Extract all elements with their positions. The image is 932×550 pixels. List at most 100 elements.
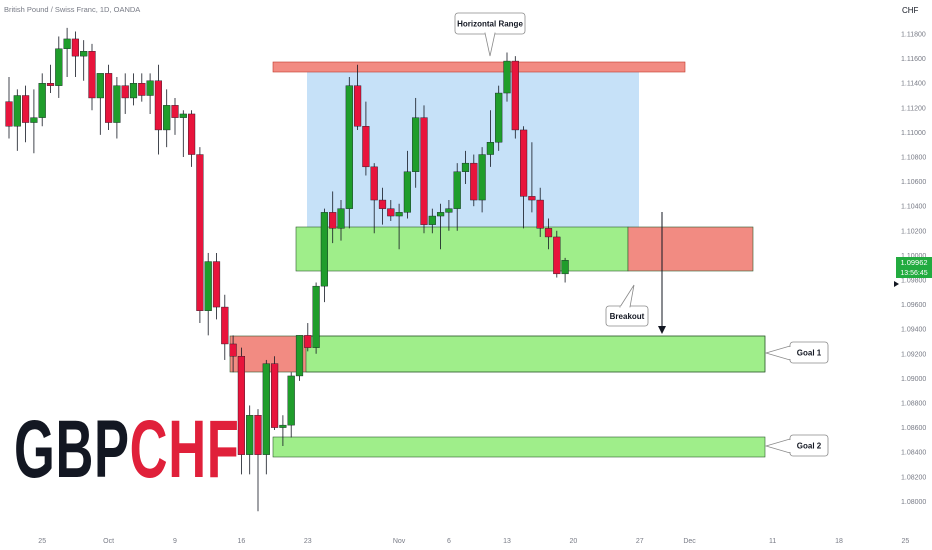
- candle-body: [486, 142, 495, 155]
- candle: [13, 89, 21, 151]
- price-tick-label: 1.11600: [901, 56, 926, 63]
- candle: [30, 89, 38, 154]
- time-tick-label: 9: [173, 538, 177, 545]
- goal1-callout[interactable]: Goal 1: [764, 341, 829, 364]
- candle-body: [71, 38, 80, 57]
- candle-body: [528, 196, 536, 201]
- candle-body: [345, 85, 353, 209]
- time-tick-label: 27: [636, 538, 644, 545]
- goal2-zone: [272, 436, 766, 458]
- candle-body: [129, 82, 138, 99]
- candle: [5, 77, 13, 139]
- candle-body: [237, 356, 246, 455]
- candle: [528, 142, 536, 213]
- brand-title-base: GBP: [14, 404, 130, 495]
- breakout-callout[interactable]: Breakout: [605, 284, 649, 327]
- price-axis[interactable]: 1.11800 1.11600 1.11400 1.11200 1.11000 1.108…: [901, 32, 926, 506]
- candle-body: [154, 80, 163, 131]
- symbol-description[interactable]: British Pound / Swiss Franc, 1D, OANDA: [4, 5, 141, 14]
- candle: [395, 203, 403, 250]
- candle: [329, 191, 337, 244]
- candle-body: [229, 343, 237, 357]
- price-tick-label: 1.08800: [901, 401, 926, 408]
- candle-body: [387, 208, 395, 217]
- time-tick-label: 25: [38, 538, 46, 545]
- candle-body: [187, 113, 196, 155]
- price-tick-label: 1.11200: [901, 105, 926, 112]
- candle-body: [403, 171, 412, 213]
- range-label: Horizontal Range: [457, 20, 523, 29]
- candle-body: [320, 212, 329, 287]
- time-tick-label: 13: [503, 538, 511, 545]
- time-tick-label: 6: [447, 538, 451, 545]
- candle: [96, 73, 104, 135]
- candle: [46, 64, 55, 94]
- candle: [295, 335, 304, 381]
- candle-body: [453, 171, 461, 209]
- candle: [312, 282, 320, 354]
- range-callout[interactable]: Horizontal Range: [454, 12, 526, 57]
- candle-body: [354, 85, 362, 127]
- candle-body: [13, 95, 21, 127]
- candle-body: [312, 285, 320, 348]
- candle: [520, 126, 528, 229]
- candle-body: [461, 162, 470, 172]
- price-tick-label: 1.08200: [901, 474, 926, 481]
- price-tick-label: 1.11000: [901, 130, 926, 137]
- time-tick-label: Nov: [393, 538, 406, 545]
- candle: [204, 252, 212, 336]
- candle: [362, 101, 370, 176]
- candle-body: [412, 117, 420, 172]
- price-tick-label: 1.10400: [901, 204, 926, 211]
- candle-body: [295, 335, 304, 377]
- price-tick-label: 1.09400: [901, 327, 926, 334]
- candle-body: [146, 80, 154, 96]
- price-tag[interactable]: 1.09962 13:56:45: [894, 257, 932, 287]
- candle: [511, 56, 519, 139]
- candle-body: [445, 208, 453, 213]
- breakout-label: Breakout: [610, 312, 645, 321]
- candle-body: [520, 129, 528, 197]
- candle-body: [46, 82, 55, 86]
- candle: [187, 110, 196, 167]
- candle-body: [478, 154, 486, 201]
- candle: [486, 110, 495, 167]
- candle: [196, 147, 204, 324]
- candle-body: [254, 415, 262, 455]
- candle: [445, 200, 453, 231]
- currency-label: CHF: [902, 6, 919, 15]
- candle: [163, 89, 171, 148]
- candle: [354, 64, 362, 130]
- candle-body: [329, 212, 337, 229]
- candle-body: [287, 375, 295, 426]
- candle: [503, 52, 511, 102]
- time-tick-label: 11: [769, 538, 776, 545]
- goal2-callout[interactable]: Goal 2: [764, 434, 829, 457]
- time-tick-label: 20: [570, 538, 578, 545]
- candle: [63, 27, 71, 78]
- candle: [212, 252, 221, 320]
- candle-body: [304, 335, 312, 348]
- candle-body: [378, 199, 387, 209]
- candle: [121, 73, 129, 114]
- candle: [154, 64, 163, 155]
- candle: [412, 97, 420, 188]
- candle: [553, 230, 561, 278]
- candle: [71, 31, 80, 78]
- candle-body: [171, 105, 179, 118]
- candle-body: [55, 48, 63, 86]
- price-tick-label: 1.09600: [901, 302, 926, 309]
- time-axis[interactable]: 25Oct91623Nov6132027Dec11182520248: [38, 538, 932, 545]
- candle: [287, 372, 295, 438]
- candle-body: [88, 51, 96, 99]
- candle: [146, 73, 154, 114]
- candle: [262, 359, 270, 475]
- candle-body: [212, 261, 221, 308]
- candle: [437, 203, 445, 250]
- candle-body: [437, 212, 445, 217]
- candle: [88, 43, 96, 111]
- candle-body: [104, 73, 113, 123]
- brand-title: GBPCHF: [14, 409, 239, 491]
- goal1-label: Goal 1: [797, 349, 822, 358]
- time-tick-label: 18: [835, 538, 843, 545]
